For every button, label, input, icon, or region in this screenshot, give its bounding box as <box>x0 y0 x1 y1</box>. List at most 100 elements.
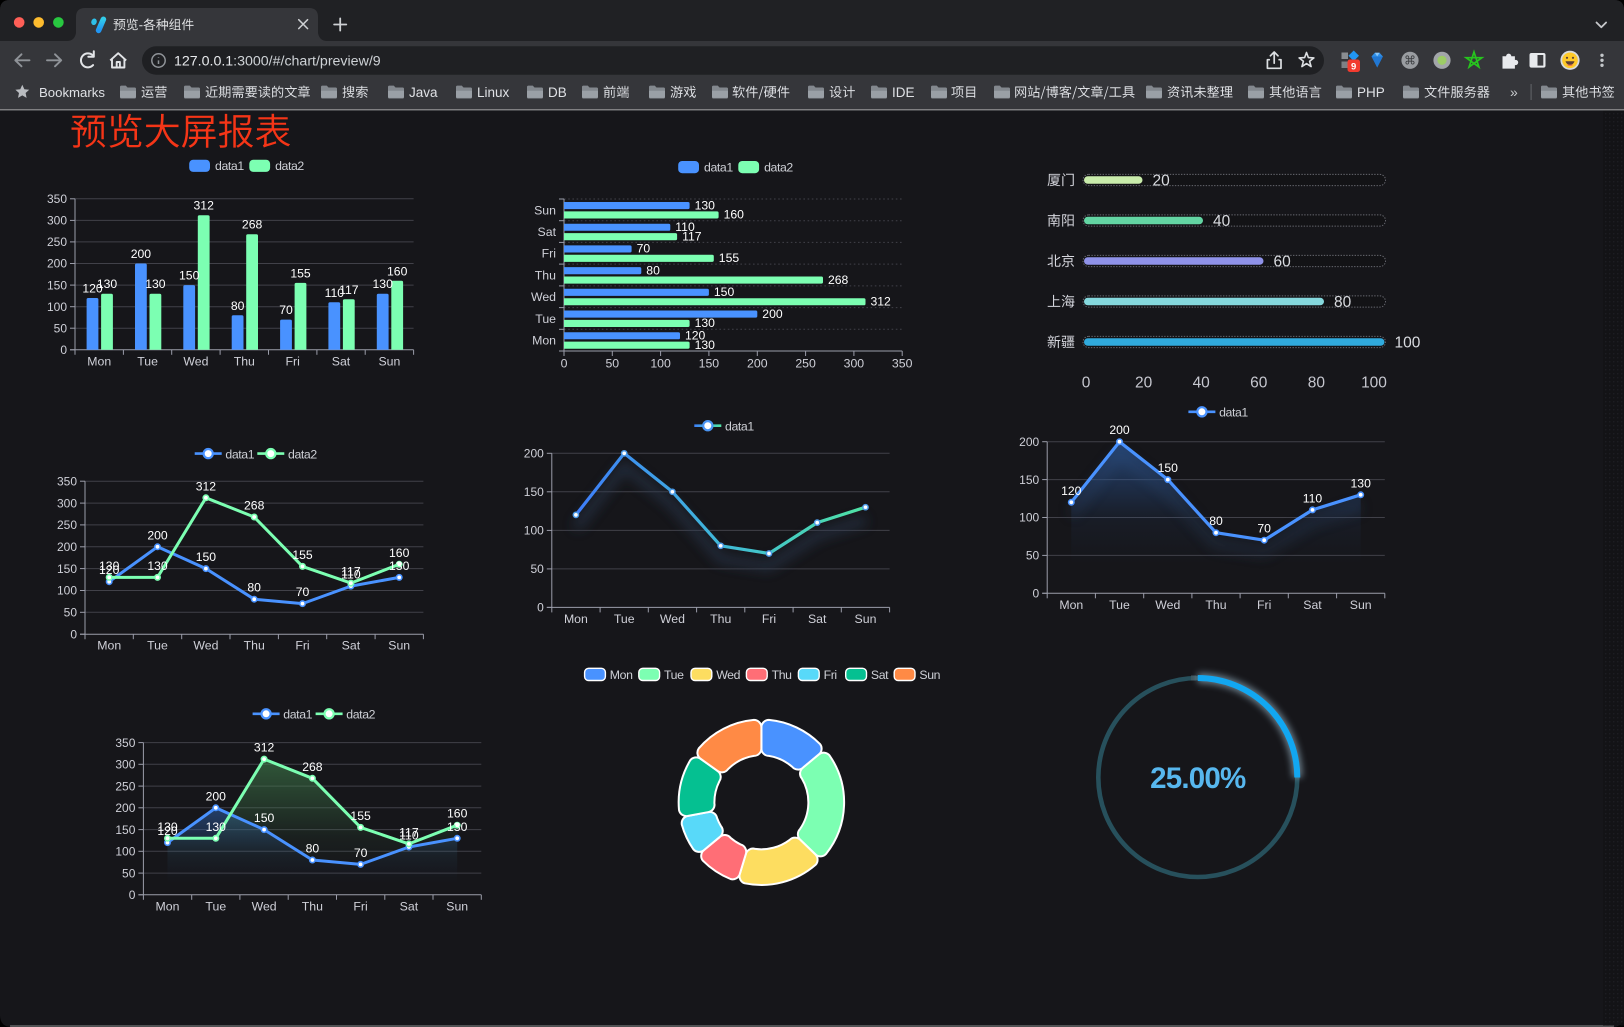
svg-text:0: 0 <box>561 357 568 371</box>
svg-text:100: 100 <box>650 357 671 371</box>
svg-text:80: 80 <box>1308 375 1326 392</box>
svg-text:Wed: Wed <box>531 290 556 304</box>
svg-text:100: 100 <box>524 524 544 538</box>
svg-text:200: 200 <box>131 247 152 261</box>
svg-text:130: 130 <box>695 316 716 330</box>
svg-text:0: 0 <box>70 627 77 641</box>
svg-text:160: 160 <box>447 807 468 821</box>
svg-text:160: 160 <box>724 208 745 222</box>
svg-text:150: 150 <box>254 811 275 825</box>
svg-text:100: 100 <box>57 584 77 598</box>
svg-text:0: 0 <box>1082 375 1091 392</box>
svg-text:Mon: Mon <box>1059 598 1083 612</box>
svg-text:117: 117 <box>339 283 359 297</box>
svg-text:150: 150 <box>115 823 135 837</box>
svg-text:Mon: Mon <box>532 334 556 348</box>
svg-text:150: 150 <box>1158 461 1179 475</box>
svg-text:50: 50 <box>54 321 68 335</box>
svg-text:155: 155 <box>719 251 740 265</box>
svg-text:160: 160 <box>389 546 410 560</box>
svg-text:0: 0 <box>1033 587 1040 601</box>
svg-text:Mon: Mon <box>87 354 111 368</box>
svg-text:50: 50 <box>122 866 136 880</box>
svg-text:312: 312 <box>194 199 215 213</box>
svg-text:268: 268 <box>242 218 263 232</box>
svg-text:Sun: Sun <box>919 668 940 682</box>
svg-text:Fri: Fri <box>542 247 556 261</box>
svg-text:Sun: Sun <box>1350 598 1372 612</box>
svg-text:117: 117 <box>682 229 702 243</box>
svg-text:40: 40 <box>1193 375 1211 392</box>
svg-text:200: 200 <box>206 789 227 803</box>
svg-text:300: 300 <box>57 496 77 510</box>
svg-text:80: 80 <box>306 842 320 856</box>
svg-text:120: 120 <box>157 824 178 838</box>
svg-text:312: 312 <box>196 479 217 493</box>
svg-text:150: 150 <box>196 550 217 564</box>
svg-text:117: 117 <box>341 565 361 579</box>
svg-text:130: 130 <box>1351 476 1372 490</box>
svg-text:»: » <box>1510 84 1518 100</box>
svg-text:200: 200 <box>524 447 544 461</box>
svg-text:Mon: Mon <box>97 639 121 653</box>
svg-text:25.00%: 25.00% <box>1150 762 1246 795</box>
svg-text:110: 110 <box>325 286 345 300</box>
svg-text:100: 100 <box>115 845 135 859</box>
svg-text:Thu: Thu <box>234 354 255 368</box>
svg-text:70: 70 <box>354 846 368 860</box>
svg-text:data1: data1 <box>225 447 254 461</box>
svg-text:50: 50 <box>64 606 78 620</box>
svg-text:268: 268 <box>302 760 323 774</box>
svg-text:130: 130 <box>145 277 166 291</box>
svg-text:Thu: Thu <box>244 639 265 653</box>
svg-text:130: 130 <box>97 277 118 291</box>
svg-text:Wed: Wed <box>660 612 685 626</box>
svg-text:Sun: Sun <box>855 612 877 626</box>
svg-text:200: 200 <box>115 801 135 815</box>
svg-text:0: 0 <box>129 888 136 902</box>
svg-text:Fri: Fri <box>295 639 309 653</box>
svg-text:130: 130 <box>695 338 716 352</box>
svg-text:200: 200 <box>747 357 768 371</box>
svg-text:Thu: Thu <box>1205 598 1226 612</box>
svg-text:0: 0 <box>537 601 544 615</box>
svg-text:110: 110 <box>399 829 419 843</box>
svg-text:Tue: Tue <box>137 354 158 368</box>
svg-text:Fri: Fri <box>286 354 300 368</box>
svg-text:Tue: Tue <box>614 612 635 626</box>
svg-text:150: 150 <box>524 485 544 499</box>
svg-text:200: 200 <box>147 528 168 542</box>
svg-text:Fri: Fri <box>762 612 776 626</box>
svg-text:160: 160 <box>387 264 408 278</box>
svg-text:130: 130 <box>147 559 168 573</box>
svg-text:Mon: Mon <box>564 612 588 626</box>
svg-text:20: 20 <box>1135 375 1153 392</box>
svg-text:Bookmarks: Bookmarks <box>39 85 105 100</box>
svg-text:150: 150 <box>179 269 200 283</box>
svg-text:250: 250 <box>795 357 816 371</box>
svg-text:117: 117 <box>399 825 419 839</box>
svg-text:Thu: Thu <box>772 668 793 682</box>
svg-text:data1: data1 <box>215 159 244 173</box>
svg-text:60: 60 <box>1274 253 1292 270</box>
svg-text:40: 40 <box>1213 213 1231 230</box>
svg-text:data1: data1 <box>1219 406 1248 420</box>
svg-text:70: 70 <box>1257 522 1271 536</box>
svg-text:data2: data2 <box>346 708 375 722</box>
svg-text:200: 200 <box>1019 435 1039 449</box>
svg-text:Sat: Sat <box>808 612 827 626</box>
svg-text:350: 350 <box>115 736 135 750</box>
svg-text:50: 50 <box>1026 549 1040 563</box>
svg-text:350: 350 <box>57 474 77 488</box>
svg-text:120: 120 <box>1061 484 1082 498</box>
svg-text:250: 250 <box>57 518 77 532</box>
svg-text:150: 150 <box>714 285 735 299</box>
svg-text:Sun: Sun <box>534 203 556 217</box>
svg-text:data1: data1 <box>704 160 733 174</box>
svg-text:80: 80 <box>646 263 660 277</box>
svg-text:200: 200 <box>762 307 783 321</box>
svg-text:268: 268 <box>244 499 265 513</box>
svg-text:Wed: Wed <box>183 354 208 368</box>
svg-text:Sat: Sat <box>871 668 889 682</box>
svg-text:DB: DB <box>548 85 567 100</box>
